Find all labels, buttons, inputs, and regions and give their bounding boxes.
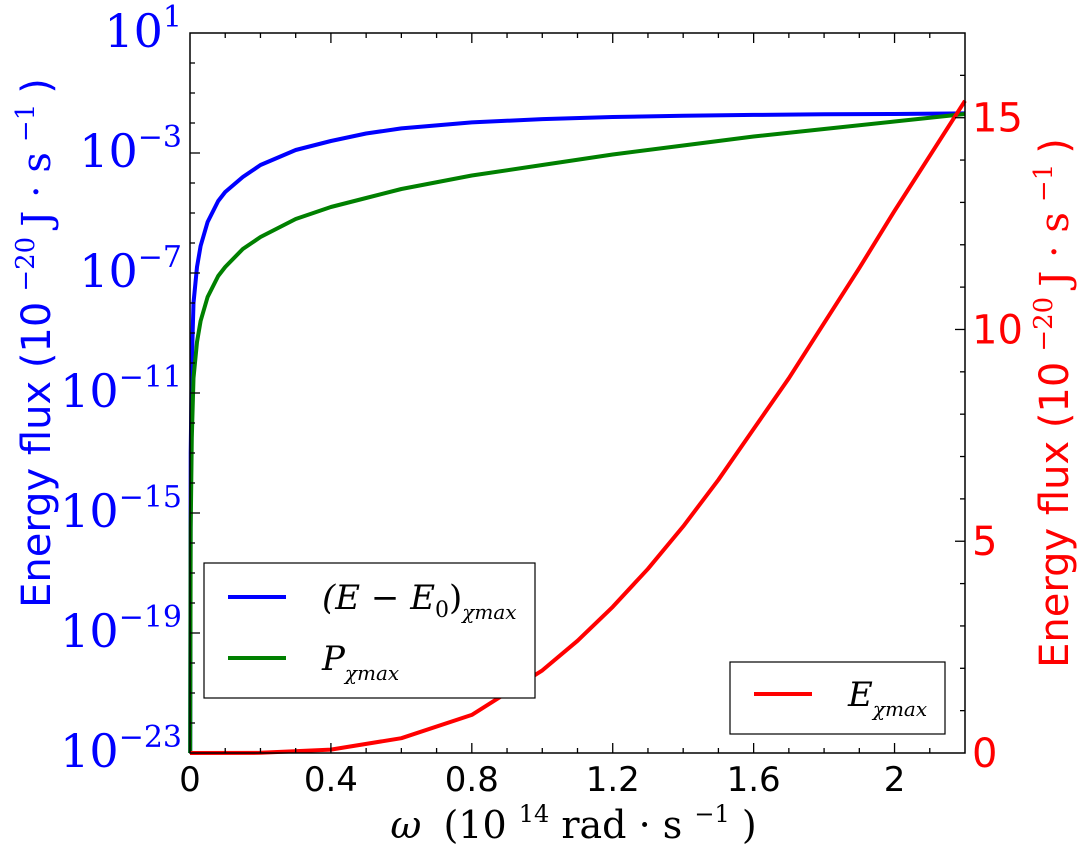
x-axis-label: ω (10 14 rad · s −1 ): [390, 787, 756, 847]
left-y-tick-label: 101: [104, 0, 182, 58]
left-y-axis-label-text: Energy flux (10: [14, 302, 60, 608]
right-y-tick-label: 0: [972, 731, 997, 777]
x-axis-label-prefix: (10: [443, 803, 506, 847]
x-tick-label: 0.8: [445, 760, 499, 800]
left-y-tick-label: 10−3: [79, 120, 182, 178]
legend-label-e: Eχmax: [847, 675, 927, 721]
x-axis-ticks: 0 0.4 0.8 1.2 1.6 2: [179, 33, 931, 800]
legend-left: (E − E0)χmax Pχmax: [203, 562, 536, 699]
x-tick-label: 0: [179, 760, 201, 800]
plot-content: [188, 99, 967, 755]
legend-left-box: [203, 562, 536, 699]
legend-right-box: [729, 661, 946, 735]
series-line-0: [188, 111, 966, 754]
x-tick-label: 0.4: [304, 760, 358, 800]
x-axis-label-suffix: rad · s: [561, 803, 682, 847]
x-axis-label-suffix-exp: −1: [694, 800, 729, 828]
right-y-tick-label: 5: [972, 519, 997, 565]
left-y-tick-label: 10−19: [60, 600, 182, 658]
right-y-tick-label: 15: [972, 96, 1023, 142]
right-y-axis-ticks: 0 5 10 15: [955, 74, 1023, 777]
x-axis-label-symbol: ω: [390, 803, 421, 847]
right-y-axis-label: Energy flux (10 −20 J · s −1 ): [1016, 138, 1078, 668]
left-y-axis-label: Energy flux (10 −20 J · s −1 ): [0, 78, 60, 608]
series-line-1: [188, 112, 966, 754]
left-y-axis-label-close: ): [14, 78, 60, 94]
right-y-axis-label-text: Energy flux (10: [1032, 362, 1078, 668]
legend-label-p: Pχmax: [321, 639, 399, 685]
left-y-axis-label-unit: J · s: [14, 152, 60, 231]
x-tick-label: 1.2: [586, 760, 640, 800]
left-y-tick-label: 10−15: [60, 480, 182, 538]
left-y-axis-label-exp: −20: [11, 237, 41, 292]
left-y-axis-label-unit-exp: −1: [11, 104, 41, 142]
left-y-tick-label: 10−11: [60, 360, 182, 418]
right-y-axis-label-unit: J · s: [1032, 212, 1078, 291]
legend-right: Eχmax: [729, 661, 946, 735]
x-axis-label-close: ): [742, 803, 757, 847]
x-tick-label: 1.6: [727, 760, 781, 800]
right-y-tick-label: 10: [972, 307, 1023, 353]
right-y-axis-label-unit-exp: −1: [1029, 164, 1059, 202]
x-tick-label: 2: [884, 760, 906, 800]
legend-label-e-minus-e0: (E − E0)χmax: [322, 578, 517, 624]
right-y-axis-label-exp: −20: [1029, 297, 1059, 352]
left-y-tick-label: 10−7: [79, 240, 182, 298]
x-axis-label-exp: 14: [519, 800, 550, 828]
series-line-2: [189, 99, 967, 755]
right-y-axis-label-close: ): [1032, 138, 1078, 154]
left-y-tick-label: 10−23: [60, 720, 182, 778]
left-y-axis-ticks: 101 10−3 10−7 10−11 10−15 10−19 10−23: [60, 0, 200, 778]
